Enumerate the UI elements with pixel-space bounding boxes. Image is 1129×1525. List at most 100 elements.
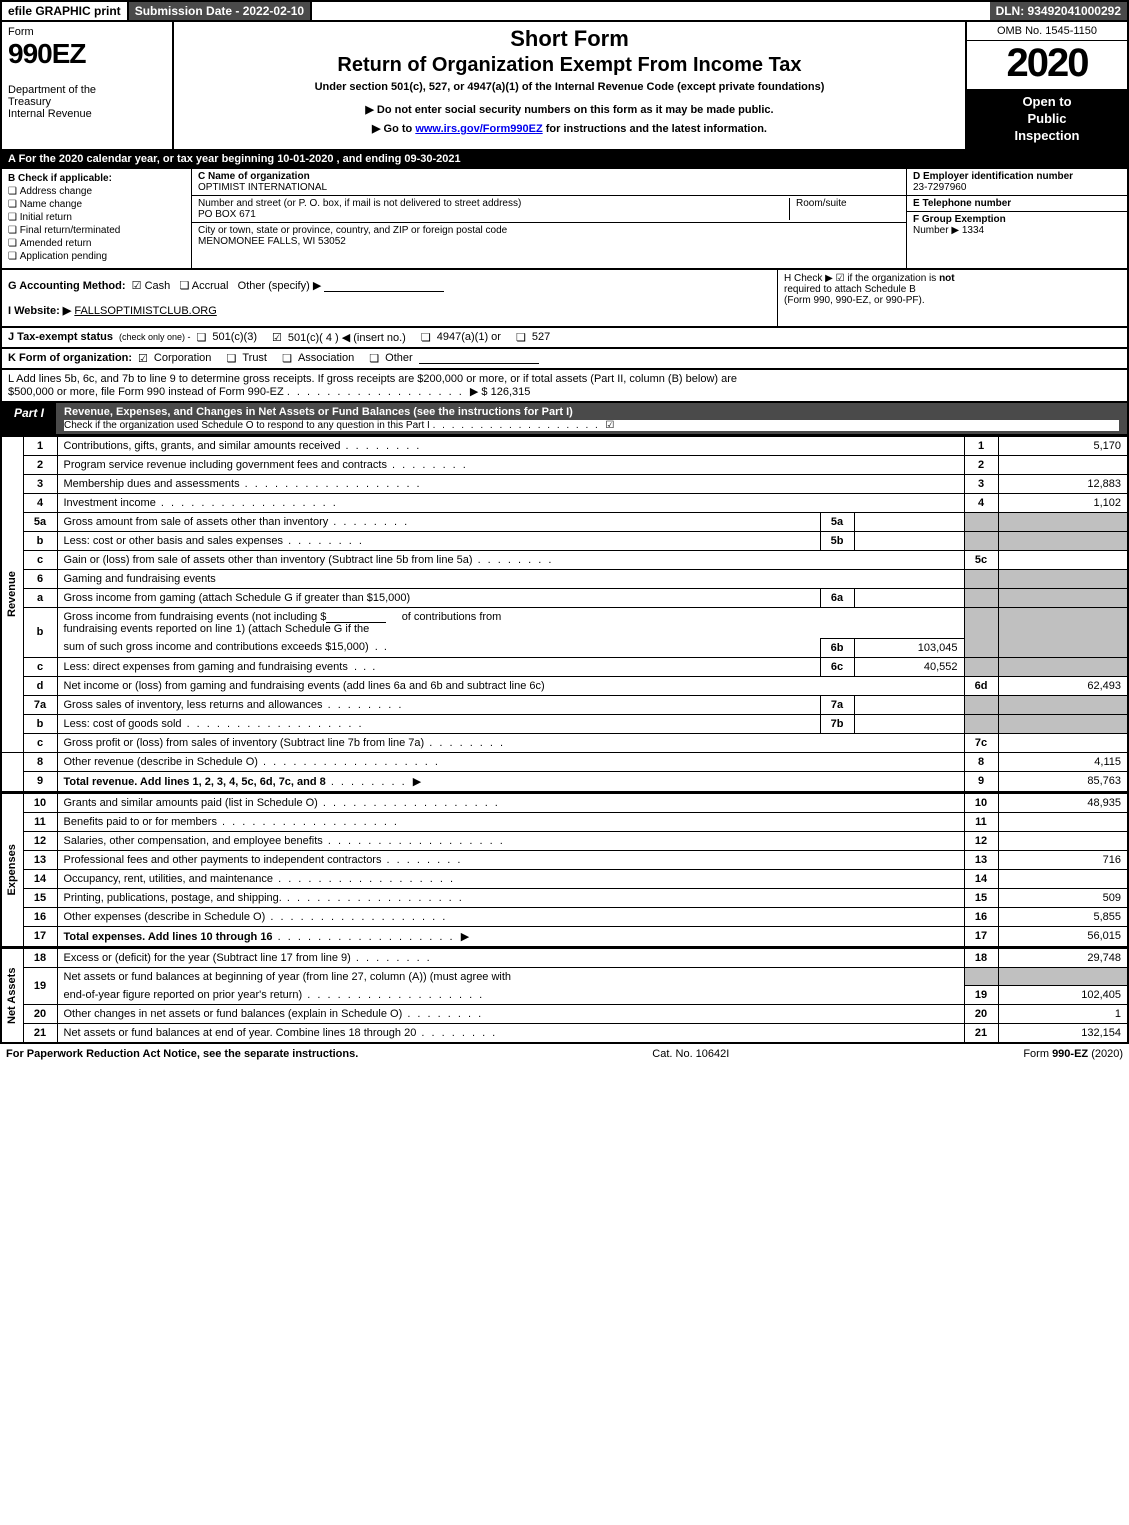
chk-final-return[interactable]: ❏ Final return/terminated bbox=[8, 225, 185, 236]
table-row: b Less: cost of goods sold 7b bbox=[1, 714, 1128, 733]
table-row: 19 Net assets or fund balances at beginn… bbox=[1, 967, 1128, 986]
table-row: b Gross income from fundraising events (… bbox=[1, 607, 1128, 638]
other-specify-input[interactable] bbox=[324, 280, 444, 292]
table-row: Expenses 10 Grants and similar amounts p… bbox=[1, 793, 1128, 812]
city-row: City or town, state or province, country… bbox=[192, 223, 906, 249]
table-row: 12 Salaries, other compensation, and emp… bbox=[1, 831, 1128, 850]
chk-application-pending[interactable]: ❏ Application pending bbox=[8, 251, 185, 262]
group-number-value: 1334 bbox=[962, 225, 984, 236]
form-number: 990EZ bbox=[8, 38, 166, 70]
group-exemption-cell: F Group Exemption Number ▶ 1334 bbox=[907, 212, 1127, 268]
org-name-row: C Name of organization OPTIMIST INTERNAT… bbox=[192, 169, 906, 196]
goto-post: for instructions and the latest informat… bbox=[543, 123, 767, 135]
table-row: 20 Other changes in net assets or fund b… bbox=[1, 1005, 1128, 1024]
line-k-label: K Form of organization: bbox=[8, 352, 132, 364]
table-row: end-of-year figure reported on prior yea… bbox=[1, 986, 1128, 1005]
chk-initial-return[interactable]: ❏ Initial return bbox=[8, 212, 185, 223]
chk-schedule-o[interactable]: ☑ bbox=[605, 420, 614, 431]
footer-left: For Paperwork Reduction Act Notice, see … bbox=[6, 1048, 358, 1060]
short-form-title: Short Form bbox=[184, 26, 955, 52]
table-row: 21 Net assets or fund balances at end of… bbox=[1, 1024, 1128, 1044]
line-g: G Accounting Method: ☑ Cash ❏ Accrual Ot… bbox=[2, 270, 777, 326]
table-row: 16 Other expenses (describe in Schedule … bbox=[1, 907, 1128, 926]
netassets-table: Net Assets 18 Excess or (deficit) for th… bbox=[0, 948, 1129, 1045]
section-b-title: B Check if applicable: bbox=[8, 173, 185, 184]
expenses-side-label: Expenses bbox=[1, 793, 23, 947]
ein-label: D Employer identification number bbox=[913, 171, 1073, 182]
ein-cell: D Employer identification number 23-7297… bbox=[907, 169, 1127, 196]
table-row: c Less: direct expenses from gaming and … bbox=[1, 657, 1128, 676]
chk-corporation[interactable]: ☑ bbox=[138, 352, 148, 365]
chk-other-org[interactable]: ❏ bbox=[369, 352, 379, 365]
table-row: c Gross profit or (loss) from sales of i… bbox=[1, 733, 1128, 752]
footer-catno: Cat. No. 10642I bbox=[652, 1048, 729, 1060]
efile-label[interactable]: efile GRAPHIC print bbox=[2, 2, 129, 20]
other-org-input[interactable] bbox=[419, 352, 539, 364]
header-left: Form 990EZ Department of the Treasury In… bbox=[2, 22, 174, 149]
header-center: Short Form Return of Organization Exempt… bbox=[174, 22, 967, 149]
dept-line1: Department of the bbox=[8, 84, 166, 96]
table-row: 13 Professional fees and other payments … bbox=[1, 850, 1128, 869]
street-value: PO BOX 671 bbox=[198, 209, 256, 220]
chk-501c3[interactable]: ❏ bbox=[196, 331, 206, 344]
table-row: d Net income or (loss) from gaming and f… bbox=[1, 676, 1128, 695]
contrib-amount-input[interactable] bbox=[326, 611, 386, 623]
street-row: Number and street (or P. O. box, if mail… bbox=[192, 196, 906, 223]
irs-link[interactable]: www.irs.gov/Form990EZ bbox=[415, 123, 542, 135]
inspection-l1: Open to bbox=[969, 94, 1125, 111]
chk-501c4[interactable]: ☑ bbox=[272, 331, 282, 344]
top-bar: efile GRAPHIC print Submission Date - 20… bbox=[0, 0, 1129, 22]
line-j: J Tax-exempt status (check only one) - ❏… bbox=[0, 328, 1129, 349]
line-g-label: G Accounting Method: bbox=[8, 280, 126, 292]
page-footer: For Paperwork Reduction Act Notice, see … bbox=[0, 1044, 1129, 1064]
under-section: Under section 501(c), 527, or 4947(a)(1)… bbox=[184, 81, 955, 93]
inspection-l2: Public bbox=[969, 111, 1125, 128]
line-l-text1: L Add lines 5b, 6c, and 7b to line 9 to … bbox=[8, 373, 737, 385]
table-row: 15 Printing, publications, postage, and … bbox=[1, 888, 1128, 907]
dept-line2: Treasury bbox=[8, 96, 166, 108]
part1-tab: Part I bbox=[2, 403, 56, 434]
table-row: 14 Occupancy, rent, utilities, and maint… bbox=[1, 869, 1128, 888]
line-g-h: G Accounting Method: ☑ Cash ❏ Accrual Ot… bbox=[0, 270, 1129, 328]
line-h-not: not bbox=[939, 273, 955, 284]
line-i-label: I Website: ▶ bbox=[8, 305, 71, 317]
chk-4947a1[interactable]: ❏ bbox=[421, 331, 431, 344]
table-row: Revenue 1 Contributions, gifts, grants, … bbox=[1, 436, 1128, 455]
dots-icon bbox=[287, 386, 464, 398]
chk-name-change[interactable]: ❏ Name change bbox=[8, 199, 185, 210]
revenue-table: Revenue 1 Contributions, gifts, grants, … bbox=[0, 436, 1129, 793]
city-value: MENOMONEE FALLS, WI 53052 bbox=[198, 236, 346, 247]
group-label: F Group Exemption bbox=[913, 214, 1006, 225]
table-row: 8 Other revenue (describe in Schedule O)… bbox=[1, 752, 1128, 771]
table-row: a Gross income from gaming (attach Sched… bbox=[1, 588, 1128, 607]
form-header: Form 990EZ Department of the Treasury In… bbox=[0, 22, 1129, 151]
group-number-label: Number ▶ bbox=[913, 225, 959, 236]
table-row: 5a Gross amount from sale of assets othe… bbox=[1, 512, 1128, 531]
chk-address-change[interactable]: ❏ Address change bbox=[8, 186, 185, 197]
chk-accrual[interactable]: ❏ bbox=[179, 280, 189, 292]
website-value[interactable]: FALLSOPTIMISTCLUB.ORG bbox=[74, 305, 216, 317]
telephone-label: E Telephone number bbox=[913, 198, 1011, 209]
chk-association[interactable]: ❏ bbox=[282, 352, 292, 365]
omb-number: OMB No. 1545-1150 bbox=[967, 22, 1127, 41]
part1-title: Revenue, Expenses, and Changes in Net As… bbox=[56, 403, 1127, 434]
org-name-value: OPTIMIST INTERNATIONAL bbox=[198, 182, 327, 193]
dots-icon bbox=[433, 420, 600, 431]
street-label: Number and street (or P. O. box, if mail… bbox=[198, 198, 521, 209]
table-row: 4 Investment income 4 1,102 bbox=[1, 493, 1128, 512]
table-row: b Less: cost or other basis and sales ex… bbox=[1, 531, 1128, 550]
line-h-text2: required to attach Schedule B bbox=[784, 284, 916, 295]
table-row: 6 Gaming and fundraising events bbox=[1, 569, 1128, 588]
table-row: 9 Total revenue. Add lines 1, 2, 3, 4, 5… bbox=[1, 771, 1128, 792]
line-l-amount: $ 126,315 bbox=[481, 386, 530, 398]
line-j-sub: (check only one) - bbox=[119, 332, 191, 342]
submission-date: Submission Date - 2022-02-10 bbox=[129, 2, 312, 20]
section-c: C Name of organization OPTIMIST INTERNAT… bbox=[192, 169, 907, 268]
chk-amended-return[interactable]: ❏ Amended return bbox=[8, 238, 185, 249]
chk-trust[interactable]: ❏ bbox=[226, 352, 236, 365]
section-bcdef: B Check if applicable: ❏ Address change … bbox=[0, 169, 1129, 270]
table-row: sum of such gross income and contributio… bbox=[1, 638, 1128, 657]
chk-527[interactable]: ❏ bbox=[516, 331, 526, 344]
expenses-table: Expenses 10 Grants and similar amounts p… bbox=[0, 793, 1129, 948]
chk-cash[interactable]: ☑ bbox=[132, 280, 142, 292]
